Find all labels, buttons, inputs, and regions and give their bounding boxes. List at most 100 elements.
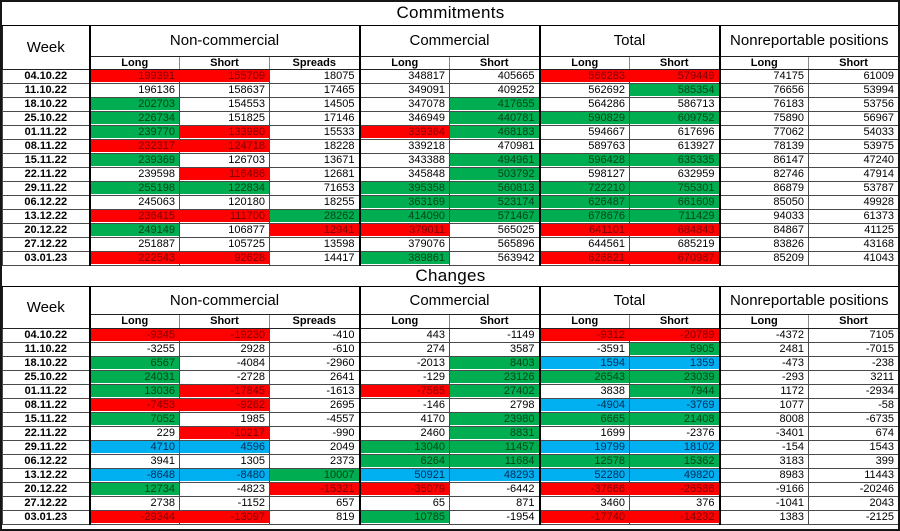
- value-cell: 13598: [269, 236, 360, 252]
- value-cell: 4170: [358, 411, 450, 427]
- value-cell: 1699: [538, 425, 630, 441]
- column-subheader: Short: [629, 313, 720, 329]
- value-cell: -4372: [718, 327, 809, 343]
- table-row: 13.12.22 236415 111700 28262 414090 571467 678…: [2, 208, 898, 224]
- value-cell: 711429: [629, 208, 720, 224]
- value-cell: -1954: [449, 509, 540, 525]
- value-cell: 229: [88, 425, 180, 441]
- value-cell: -410: [269, 327, 360, 343]
- table-row: 29.11.22 255198 122834 71653 395358 560813 722…: [2, 180, 898, 196]
- value-cell: 1172: [718, 383, 809, 399]
- week-cell: 04.10.22: [2, 327, 91, 343]
- value-cell: 24031: [88, 369, 180, 385]
- value-cell: -1613: [269, 383, 360, 399]
- value-cell: 12681: [269, 166, 360, 182]
- value-cell: 339218: [358, 138, 450, 154]
- table-row: 11.10.22 196136 158637 17465 349091 409252 562…: [2, 82, 898, 98]
- value-cell: 586713: [629, 96, 720, 112]
- value-cell: -4823: [179, 481, 270, 497]
- value-cell: 86879: [718, 180, 809, 196]
- value-cell: 47914: [807, 166, 898, 182]
- week-cell: 15.11.22: [2, 152, 91, 168]
- value-cell: 2373: [269, 453, 360, 469]
- column-subheader: Short: [808, 313, 898, 329]
- value-cell: 644561: [538, 236, 630, 252]
- column-subheader: Long: [538, 55, 630, 70]
- value-cell: -37666: [538, 481, 630, 497]
- value-cell: 7052: [88, 411, 180, 427]
- value-cell: 871: [449, 495, 540, 511]
- value-cell: 4596: [179, 439, 270, 455]
- value-cell: -14232: [629, 509, 720, 525]
- value-cell: 4710: [88, 439, 180, 455]
- value-cell: 2043: [808, 495, 898, 511]
- value-cell: 674: [808, 425, 898, 441]
- week-cell: 13.12.22: [2, 208, 91, 224]
- value-cell: 389861: [358, 250, 450, 266]
- value-cell: 12734: [88, 481, 180, 497]
- value-cell: 75890: [718, 110, 809, 126]
- value-cell: 106877: [179, 222, 270, 238]
- table-row: 29.11.22 4710 4596 2049 13040 11457 19799 18102…: [2, 439, 898, 455]
- value-cell: -146: [358, 397, 450, 413]
- value-cell: 23039: [629, 369, 720, 385]
- value-cell: 52280: [538, 467, 630, 483]
- value-cell: 255198: [88, 180, 180, 196]
- value-cell: 12941: [269, 222, 360, 238]
- value-cell: 571467: [449, 208, 540, 224]
- column-subheader: Long: [718, 55, 809, 70]
- table-row: 15.11.22 239369 126703 13671 343388 494961 596…: [2, 152, 898, 168]
- value-cell: 564286: [538, 96, 630, 112]
- table-title: Changes: [2, 265, 898, 287]
- value-cell: 7105: [808, 327, 898, 343]
- column-subheader: Long: [538, 313, 630, 329]
- week-cell: 22.11.22: [2, 425, 91, 441]
- value-cell: 395358: [358, 180, 450, 196]
- value-cell: 122834: [179, 180, 270, 196]
- group-header: Commercial: [358, 24, 540, 57]
- value-cell: 83826: [718, 236, 809, 252]
- value-cell: -6735: [808, 411, 898, 427]
- value-cell: 1383: [718, 509, 809, 525]
- value-cell: 641101: [538, 222, 630, 238]
- value-cell: -17740: [538, 509, 630, 525]
- column-subheader: Short: [179, 55, 270, 70]
- value-cell: 17146: [269, 110, 360, 126]
- value-cell: 523174: [449, 194, 540, 210]
- value-cell: 249149: [88, 222, 180, 238]
- table-row: 01.11.22 239770 133980 15533 339364 468183 594…: [2, 124, 898, 140]
- value-cell: 560813: [449, 180, 540, 196]
- value-cell: 8983: [718, 467, 809, 483]
- value-cell: -9262: [179, 397, 270, 413]
- table-row: 15.11.22 7052 1985 -4557 4170 23980 6665 21408 8…: [2, 411, 898, 427]
- value-cell: 1985: [179, 411, 270, 427]
- value-cell: 111700: [179, 208, 270, 224]
- week-cell: 11.10.22: [2, 341, 91, 357]
- value-cell: 48293: [449, 467, 540, 483]
- week-cell: 03.01.23: [2, 509, 91, 525]
- value-cell: 19799: [538, 439, 630, 455]
- value-cell: 379011: [358, 222, 450, 238]
- value-cell: 77062: [718, 124, 809, 140]
- value-cell: 23126: [449, 369, 540, 385]
- value-cell: 609752: [629, 110, 720, 126]
- value-cell: 722210: [538, 180, 630, 196]
- table-row: 04.10.22 199391 155709 18075 348817 405665 566…: [2, 68, 898, 84]
- value-cell: 2481: [718, 341, 809, 357]
- value-cell: -3401: [718, 425, 809, 441]
- table-row: 06.12.22 3941 1305 2373 6264 11684 12578 15362 3…: [2, 453, 898, 469]
- value-cell: 409252: [449, 82, 540, 98]
- table-row: 11.10.22 -3255 2928 -610 274 3587 -3591 5905 248…: [2, 341, 898, 357]
- value-cell: 1077: [718, 397, 809, 413]
- value-cell: 85050: [718, 194, 809, 210]
- value-cell: 405665: [449, 68, 540, 84]
- week-cell: 11.10.22: [2, 82, 91, 98]
- column-subheader: Spreads: [269, 313, 360, 329]
- value-cell: -9166: [718, 481, 809, 497]
- value-cell: 202703: [88, 96, 180, 112]
- value-cell: -8648: [88, 467, 180, 483]
- table-row: 27.12.22 251887 105725 13598 379076 565896 644…: [2, 236, 898, 252]
- week-cell: 27.12.22: [2, 236, 91, 252]
- value-cell: 579449: [629, 68, 720, 84]
- value-cell: 13040: [358, 439, 450, 455]
